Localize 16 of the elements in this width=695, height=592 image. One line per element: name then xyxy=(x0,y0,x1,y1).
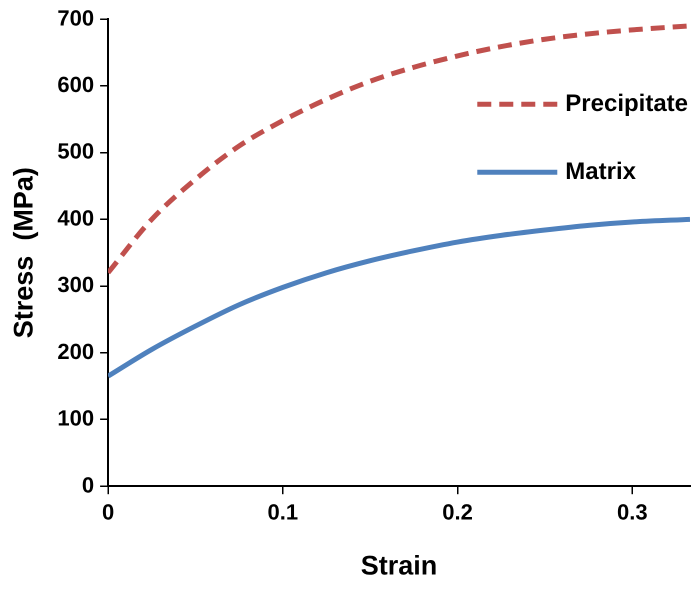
x-tick-label: 0.2 xyxy=(442,499,473,524)
x-tick-label: 0 xyxy=(102,499,114,524)
y-tick-label: 700 xyxy=(57,5,94,30)
y-axis-title: Stress (MPa) xyxy=(8,167,39,338)
y-tick-label: 600 xyxy=(57,72,94,97)
y-tick-label: 500 xyxy=(57,138,94,164)
y-tick-label: 300 xyxy=(57,272,94,298)
y-tick-label: 100 xyxy=(57,406,94,431)
y-tick-label: 0 xyxy=(82,472,94,498)
x-axis-title: Strain xyxy=(360,550,438,580)
x-tick-label: 0.1 xyxy=(268,499,298,524)
y-tick-label: 400 xyxy=(57,205,94,230)
legend-label: Matrix xyxy=(565,158,637,185)
y-tick-label: 200 xyxy=(57,338,94,364)
x-tick-label: 0.3 xyxy=(617,499,648,524)
legend-label: Precipitate xyxy=(565,90,688,117)
